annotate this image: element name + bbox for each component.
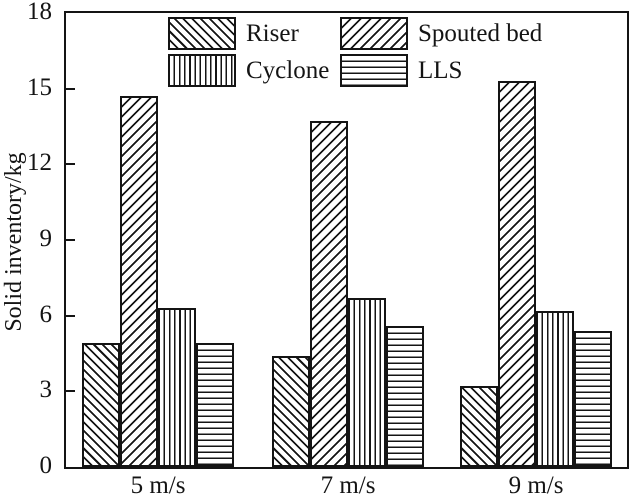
legend-swatch-diagonal-backward-icon [340,17,408,50]
y-tick-12 [66,163,75,166]
legend-label: Riser [246,20,299,47]
bar-spouted-bed-5m/s [120,96,158,467]
y-tick-3 [66,390,75,393]
bar-cyclone-9m/s [536,311,574,467]
legend-entry-lls: LLS [340,54,542,87]
legend-swatch-diagonal-forward-icon [168,17,236,50]
y-tick-label-15: 15 [27,73,52,101]
legend-label: Spouted bed [418,20,543,47]
bar-riser-9m/s [460,386,498,467]
y-tick-label-12: 12 [27,149,52,177]
bar-lls-9m/s [574,331,612,467]
x-category-label-5m/s: 5 m/s [130,472,186,499]
legend-entry-cyclone: Cyclone [168,54,340,87]
x-category-label-7m/s: 7 m/s [320,472,376,499]
x-category-label-9m/s: 9 m/s [508,472,564,499]
bar-cyclone-5m/s [158,308,196,467]
bar-spouted-bed-7m/s [310,121,348,467]
y-tick-label-9: 9 [39,225,53,252]
legend-label: LLS [418,57,463,84]
legend-swatch-horizontal-lines-icon [340,54,408,87]
legend: Riser Spouted bed Cyclone LLS [168,17,542,91]
bar-cyclone-7m/s [348,298,386,467]
bar-riser-5m/s [82,343,120,467]
legend-entry-riser: Riser [168,17,340,50]
y-tick-label-6: 6 [39,300,53,328]
bar-spouted-bed-9m/s [498,81,536,467]
y-tick-label-18: 18 [27,0,52,25]
y-tick-6 [66,314,75,317]
legend-entry-spouted-bed: Spouted bed [340,17,542,50]
legend-swatch-vertical-lines-icon [168,54,236,87]
bar-lls-7m/s [386,326,424,467]
plot-area: Riser Spouted bed Cyclone LLS [64,11,629,469]
y-tick-15 [66,87,75,90]
bar-lls-5m/s [196,343,234,467]
y-tick-label-0: 0 [39,452,53,479]
legend-label: Cyclone [246,57,330,84]
y-tick-label-3: 3 [39,376,53,404]
y-tick-9 [66,239,75,241]
bar-riser-7m/s [272,356,310,467]
